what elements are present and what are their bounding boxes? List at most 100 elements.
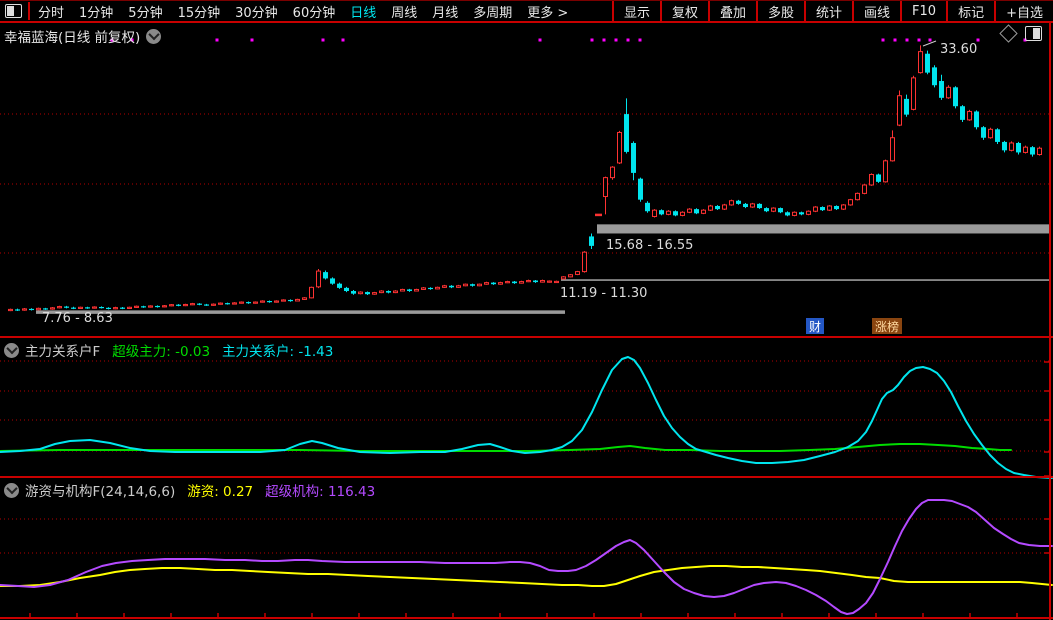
candle-up bbox=[541, 281, 545, 283]
candle-up bbox=[219, 303, 223, 304]
candle-up bbox=[296, 299, 300, 301]
candle-up bbox=[569, 275, 573, 277]
indicator-line bbox=[0, 357, 1052, 478]
title-dropdown-icon[interactable] bbox=[146, 29, 161, 44]
candle-up bbox=[611, 167, 615, 178]
candle-up bbox=[464, 284, 468, 286]
candle-up bbox=[618, 132, 622, 162]
candle-up bbox=[653, 210, 657, 216]
split-view-icon[interactable] bbox=[1025, 26, 1042, 41]
candle-down bbox=[533, 281, 538, 283]
candle-up bbox=[261, 301, 265, 302]
candle-down bbox=[449, 286, 454, 288]
candle-up bbox=[730, 201, 734, 205]
indicator-line bbox=[0, 500, 1052, 614]
candle-down bbox=[925, 54, 930, 73]
trading-app-window: 分时1分钟5分钟15分钟30分钟60分钟日线周线月线多周期更多 > 显示复权叠加… bbox=[0, 0, 1053, 620]
candle-up bbox=[394, 291, 398, 293]
candle-up bbox=[555, 281, 559, 282]
candle-up bbox=[128, 307, 132, 308]
candle-up bbox=[562, 277, 566, 279]
diamond-marker-icon[interactable] bbox=[999, 24, 1017, 42]
candle-down bbox=[778, 208, 783, 212]
candle-down bbox=[589, 236, 594, 245]
panel2-collapse-icon[interactable] bbox=[4, 483, 19, 498]
event-dot bbox=[929, 39, 932, 42]
candlestick-and-indicator-charts[interactable]: 15.68 - 16.5511.19 - 11.307.76 - 8.6333.… bbox=[0, 0, 1053, 620]
candle-up bbox=[842, 205, 846, 209]
candle-down bbox=[337, 284, 342, 288]
candle-down bbox=[155, 306, 160, 307]
candle-up bbox=[856, 193, 860, 199]
candle-up bbox=[849, 200, 853, 205]
candle-down bbox=[29, 309, 34, 310]
candle-down bbox=[1002, 142, 1007, 150]
indicator-line bbox=[0, 566, 1052, 586]
event-dot bbox=[627, 39, 630, 42]
candle-down bbox=[960, 106, 965, 120]
event-dot bbox=[639, 39, 642, 42]
panel2-title: 游资与机构F(24,14,6,6) bbox=[25, 480, 175, 500]
candle-up bbox=[275, 301, 279, 302]
finance-badge[interactable]: 财 bbox=[806, 318, 824, 334]
candle-down bbox=[386, 291, 391, 293]
candle-up bbox=[891, 138, 895, 161]
candle-up bbox=[912, 78, 916, 110]
candle-up bbox=[436, 287, 440, 289]
candle-down bbox=[64, 307, 69, 308]
candle-down bbox=[71, 308, 76, 309]
candle-up bbox=[37, 308, 41, 309]
rank-badge[interactable]: 涨榜 bbox=[872, 318, 902, 334]
candle-down bbox=[470, 284, 475, 286]
candle-down bbox=[197, 304, 202, 305]
candle-down bbox=[365, 292, 370, 294]
candle-up bbox=[58, 307, 62, 308]
candle-up bbox=[520, 282, 524, 284]
candle-up bbox=[422, 288, 426, 290]
event-dot bbox=[894, 39, 897, 42]
candle-up bbox=[793, 212, 797, 215]
candle-up bbox=[583, 252, 587, 271]
candle-down bbox=[176, 305, 181, 306]
candle-up bbox=[828, 206, 832, 210]
panel1-header: 主力关系户F 超级主力: -0.03 主力关系户: -1.43 bbox=[4, 340, 333, 360]
candle-down bbox=[743, 204, 748, 207]
candle-up bbox=[9, 309, 13, 310]
gap-zone-label: 7.76 - 8.63 bbox=[42, 311, 113, 326]
candle-up bbox=[191, 304, 195, 305]
candle-down bbox=[659, 210, 664, 214]
candle-up bbox=[79, 307, 83, 308]
candle-up bbox=[807, 211, 811, 214]
candle-down bbox=[225, 303, 230, 304]
candle-up bbox=[723, 205, 727, 209]
candle-down bbox=[736, 201, 741, 204]
candle-down bbox=[757, 204, 762, 208]
candle-up bbox=[23, 309, 27, 310]
candle-up bbox=[772, 208, 776, 211]
stock-title: 幸福蓝海(日线 前复权) bbox=[4, 26, 140, 46]
candle-down bbox=[638, 179, 643, 200]
candle-up bbox=[989, 129, 993, 137]
candle-down bbox=[981, 127, 986, 138]
event-dot bbox=[615, 39, 618, 42]
panel2-series-super-inst: 超级机构: 116.43 bbox=[265, 480, 375, 500]
panel1-collapse-icon[interactable] bbox=[4, 343, 19, 358]
candle-up bbox=[688, 209, 692, 212]
candle-down bbox=[106, 308, 111, 309]
candle-down bbox=[99, 307, 104, 308]
candle-up bbox=[233, 303, 237, 304]
event-dot bbox=[251, 39, 254, 42]
candle-down bbox=[428, 288, 433, 289]
candle-up bbox=[149, 306, 153, 307]
candle-down bbox=[330, 278, 335, 283]
candle-up bbox=[401, 289, 405, 291]
event-dot bbox=[603, 39, 606, 42]
candle-down bbox=[43, 308, 48, 309]
event-dot bbox=[918, 39, 921, 42]
event-dot bbox=[906, 39, 909, 42]
chart-corner-icons bbox=[1002, 26, 1042, 41]
candle-up bbox=[415, 289, 419, 291]
candle-up bbox=[884, 161, 888, 182]
candle-down bbox=[939, 81, 944, 98]
candle-down bbox=[1016, 143, 1021, 152]
